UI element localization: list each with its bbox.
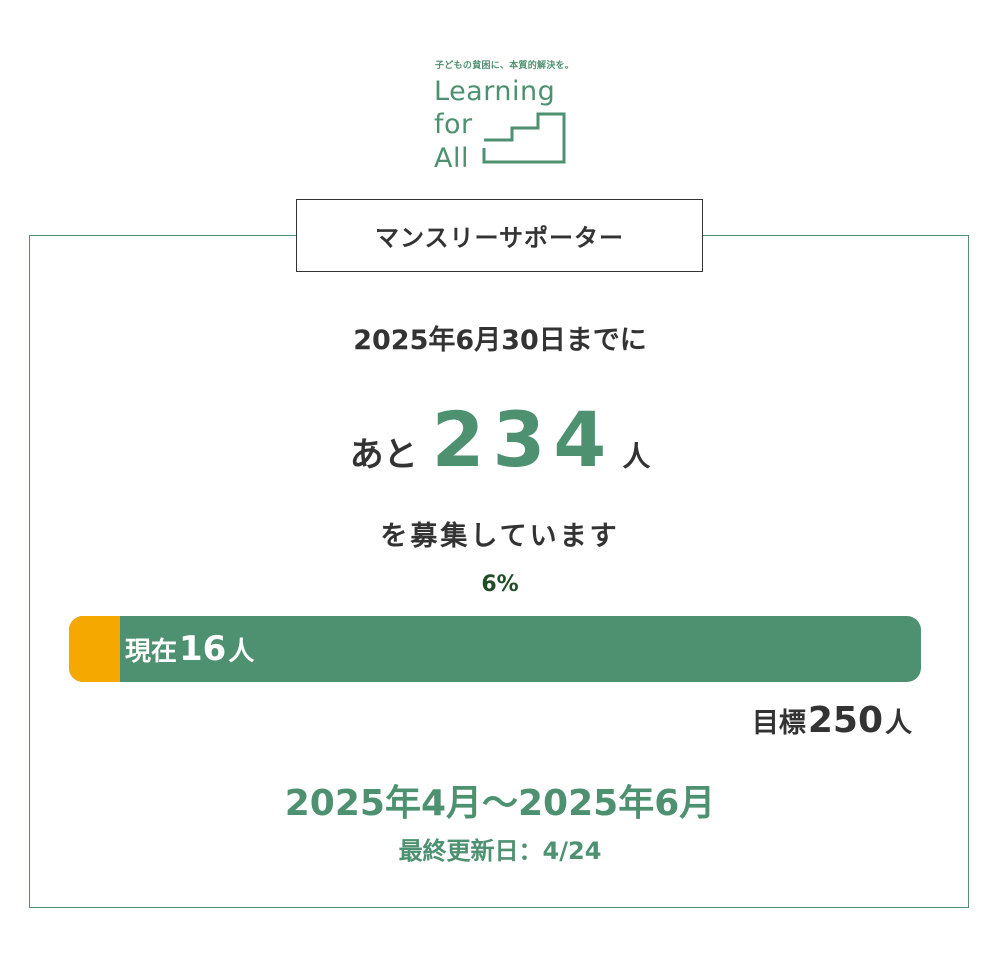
goal-suffix: 人 <box>885 708 912 739</box>
progress-bar: 現在 16 人 <box>69 616 921 682</box>
campaign-period: 2025年4月〜2025年6月 <box>284 783 716 824</box>
remaining-suffix: 人 <box>622 440 651 473</box>
logo-word-learning: Learning <box>434 76 556 107</box>
recruiting-text: を募集しています <box>380 521 620 552</box>
learning-for-all-logo: 子どもの貧困に、本質的解決を。 Learning for All <box>432 56 575 172</box>
panel-title: マンスリーサポーター <box>296 199 703 272</box>
current-prefix: 現在 <box>125 636 178 667</box>
current-suffix: 人 <box>228 636 255 667</box>
logo-word-for: for <box>434 109 473 140</box>
progress-percent: 6% <box>481 572 519 597</box>
logo-word-all: All <box>434 143 469 174</box>
progress-bar-fill <box>69 616 121 682</box>
goal-label: 目標250人 <box>752 700 912 741</box>
goal-prefix: 目標 <box>751 708 806 739</box>
remaining-prefix: あと <box>349 435 418 475</box>
stairs-icon <box>482 112 566 164</box>
remaining-count-line: あと 234 人 <box>0 395 1000 484</box>
deadline-text: 2025年6月30日までに <box>353 325 647 356</box>
logo-tagline: 子どもの貧困に、本質的解決を。 <box>435 61 575 71</box>
current-count-label: 現在 16 人 <box>125 616 254 682</box>
goal-count: 250 <box>807 700 883 741</box>
last-updated: 最終更新日：4/24 <box>398 837 602 865</box>
remaining-count: 234 <box>431 395 615 484</box>
current-count: 16 <box>179 629 227 669</box>
